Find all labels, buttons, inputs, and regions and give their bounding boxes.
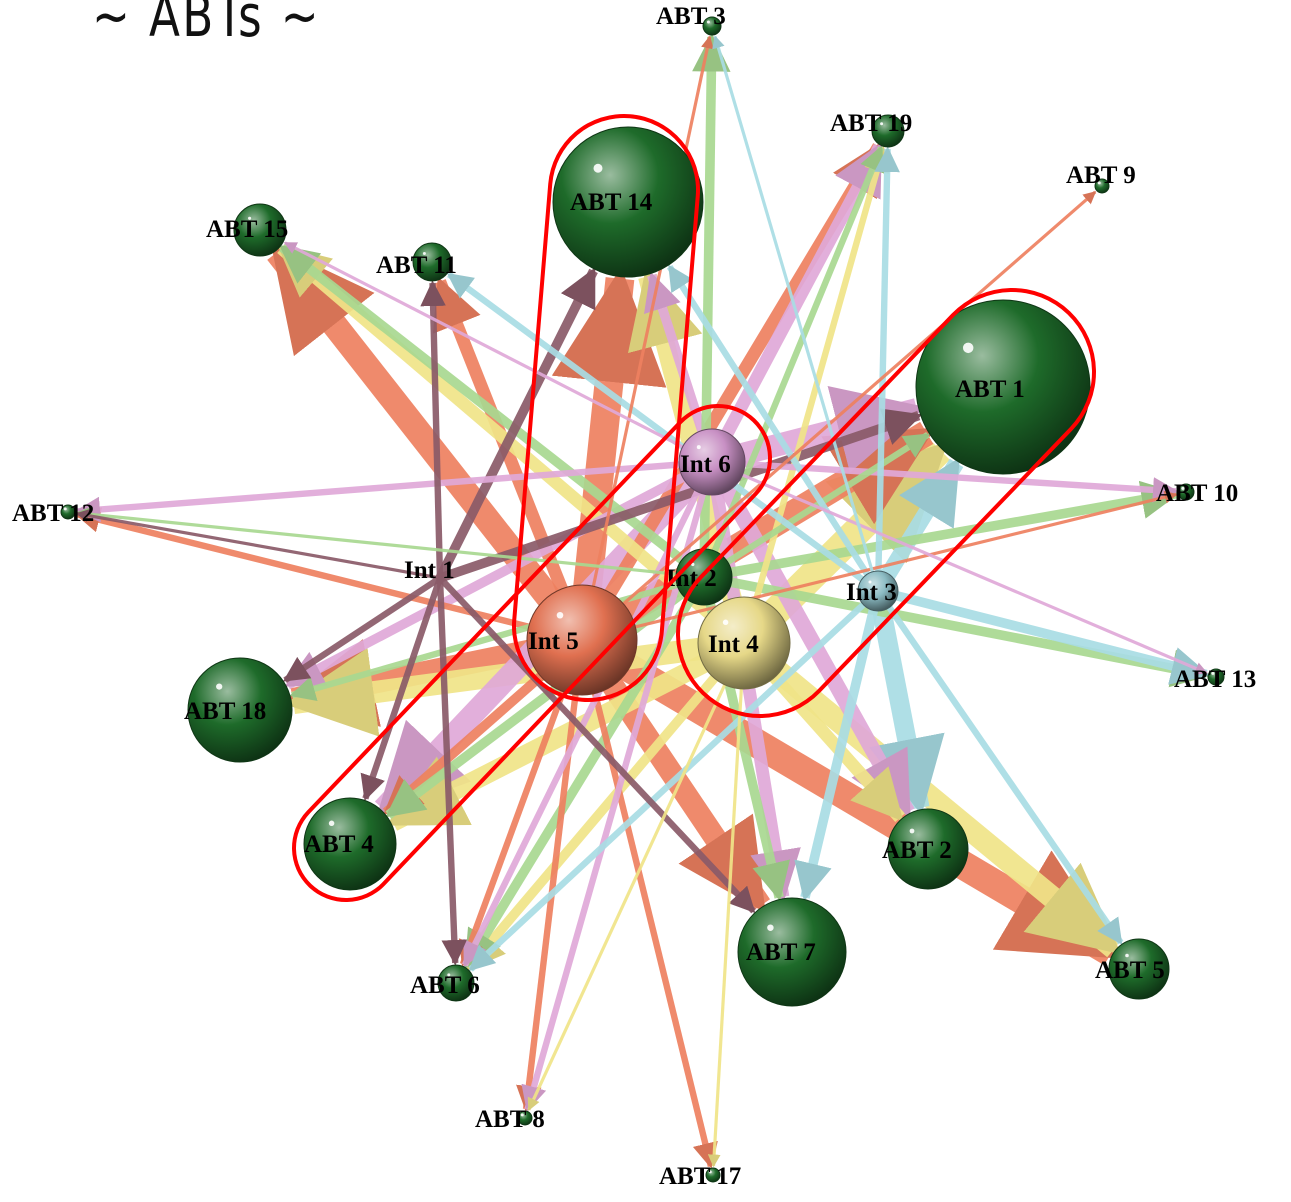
highlight-int6-abt4 (292, 404, 772, 902)
node-abt7: ABT 7 (737, 897, 847, 1007)
node-abt13: ABT 13 (1174, 666, 1256, 693)
node-abt6: ABT 6 (410, 964, 480, 1002)
node-shine-abt8 (520, 1113, 524, 1117)
page-title: ~ ABTs ~ (92, 0, 322, 50)
node-label-abt5: ABT 5 (1095, 957, 1165, 984)
edge-int3-to-abt5 (875, 589, 1124, 945)
edge-int1-to-abt12 (75, 509, 441, 580)
node-shine-abt3 (706, 20, 710, 24)
node-shine-abt17 (708, 1170, 712, 1174)
node-shine-abt18 (216, 683, 223, 690)
node-abt17: ABT 17 (659, 1163, 741, 1190)
node-label-abt2: ABT 2 (882, 837, 952, 864)
node-shine-abt19 (880, 122, 884, 126)
edge-int3-to-abt13 (876, 586, 1211, 685)
node-abt8: ABT 8 (475, 1106, 545, 1133)
edge-int1-to-abt18 (282, 575, 442, 683)
node-abt15: ABT 15 (206, 203, 288, 257)
node-abt19: ABT 19 (830, 110, 912, 148)
node-abt9: ABT 9 (1066, 162, 1136, 194)
node-label-abt15: ABT 15 (206, 216, 288, 243)
edge-int4-to-abt17 (707, 642, 746, 1168)
node-shine-abt6 (447, 973, 451, 977)
node-label-abt12: ABT 12 (12, 500, 94, 527)
node-sphere-abt5 (1108, 938, 1170, 1000)
node-abt5: ABT 5 (1095, 938, 1170, 1000)
node-shine-abt15 (248, 216, 252, 220)
node-label-int1: Int 1 (404, 557, 455, 584)
edge-int1-to-abt11 (420, 280, 446, 579)
edge-int3-to-abt2 (868, 589, 945, 816)
node-sphere-abt19 (871, 114, 905, 148)
node-label-abt9: ABT 9 (1066, 162, 1136, 189)
highlights-layer (292, 114, 1096, 902)
node-abt3: ABT 3 (656, 3, 726, 36)
node-sphere-abt7 (737, 897, 847, 1007)
node-label-abt13: ABT 13 (1174, 666, 1256, 693)
node-sphere-abt18 (187, 657, 293, 763)
highlight-abt1-int4 (676, 288, 1096, 718)
node-shine-abt12 (63, 507, 67, 511)
node-shine-int2 (691, 562, 695, 567)
node-sphere-abt15 (233, 203, 287, 257)
node-shine-abt5 (1125, 953, 1129, 958)
node-abt10: ABT 10 (1156, 480, 1238, 507)
node-label-abt7: ABT 7 (746, 939, 816, 966)
node-int1: Int 1 (404, 557, 455, 584)
node-abt2: ABT 2 (882, 808, 969, 890)
node-label-abt18: ABT 18 (184, 698, 266, 725)
edge-int4-to-abt8 (527, 642, 746, 1111)
node-shine-abt11 (422, 251, 426, 255)
node-sphere-abt6 (437, 964, 475, 1002)
node-abt18: ABT 18 (184, 657, 293, 763)
node-label-abt8: ABT 8 (475, 1106, 545, 1133)
node-shine-abt2 (909, 828, 915, 834)
node-shine-abt9 (1097, 181, 1101, 185)
node-shine-abt7 (767, 924, 774, 931)
node-label-abt19: ABT 19 (830, 110, 912, 137)
node-label-abt10: ABT 10 (1156, 480, 1238, 507)
node-sphere-abt11 (412, 242, 452, 282)
node-sphere-abt2 (887, 808, 969, 890)
node-abt11: ABT 11 (376, 242, 457, 282)
edge-int5-to-abt5 (574, 627, 1122, 966)
node-shine-abt10 (1181, 486, 1185, 490)
edge-int2-to-abt6 (462, 574, 709, 970)
node-label-abt17: ABT 17 (659, 1163, 741, 1190)
node-label-abt11: ABT 11 (376, 252, 457, 279)
node-shine-abt13 (1211, 671, 1215, 675)
node-label-abt3: ABT 3 (656, 3, 726, 30)
node-abt12: ABT 12 (12, 500, 94, 527)
edge-int4-to-abt6 (465, 639, 748, 971)
edge-int5-to-abt17 (578, 639, 718, 1169)
node-label-abt6: ABT 6 (410, 972, 480, 999)
